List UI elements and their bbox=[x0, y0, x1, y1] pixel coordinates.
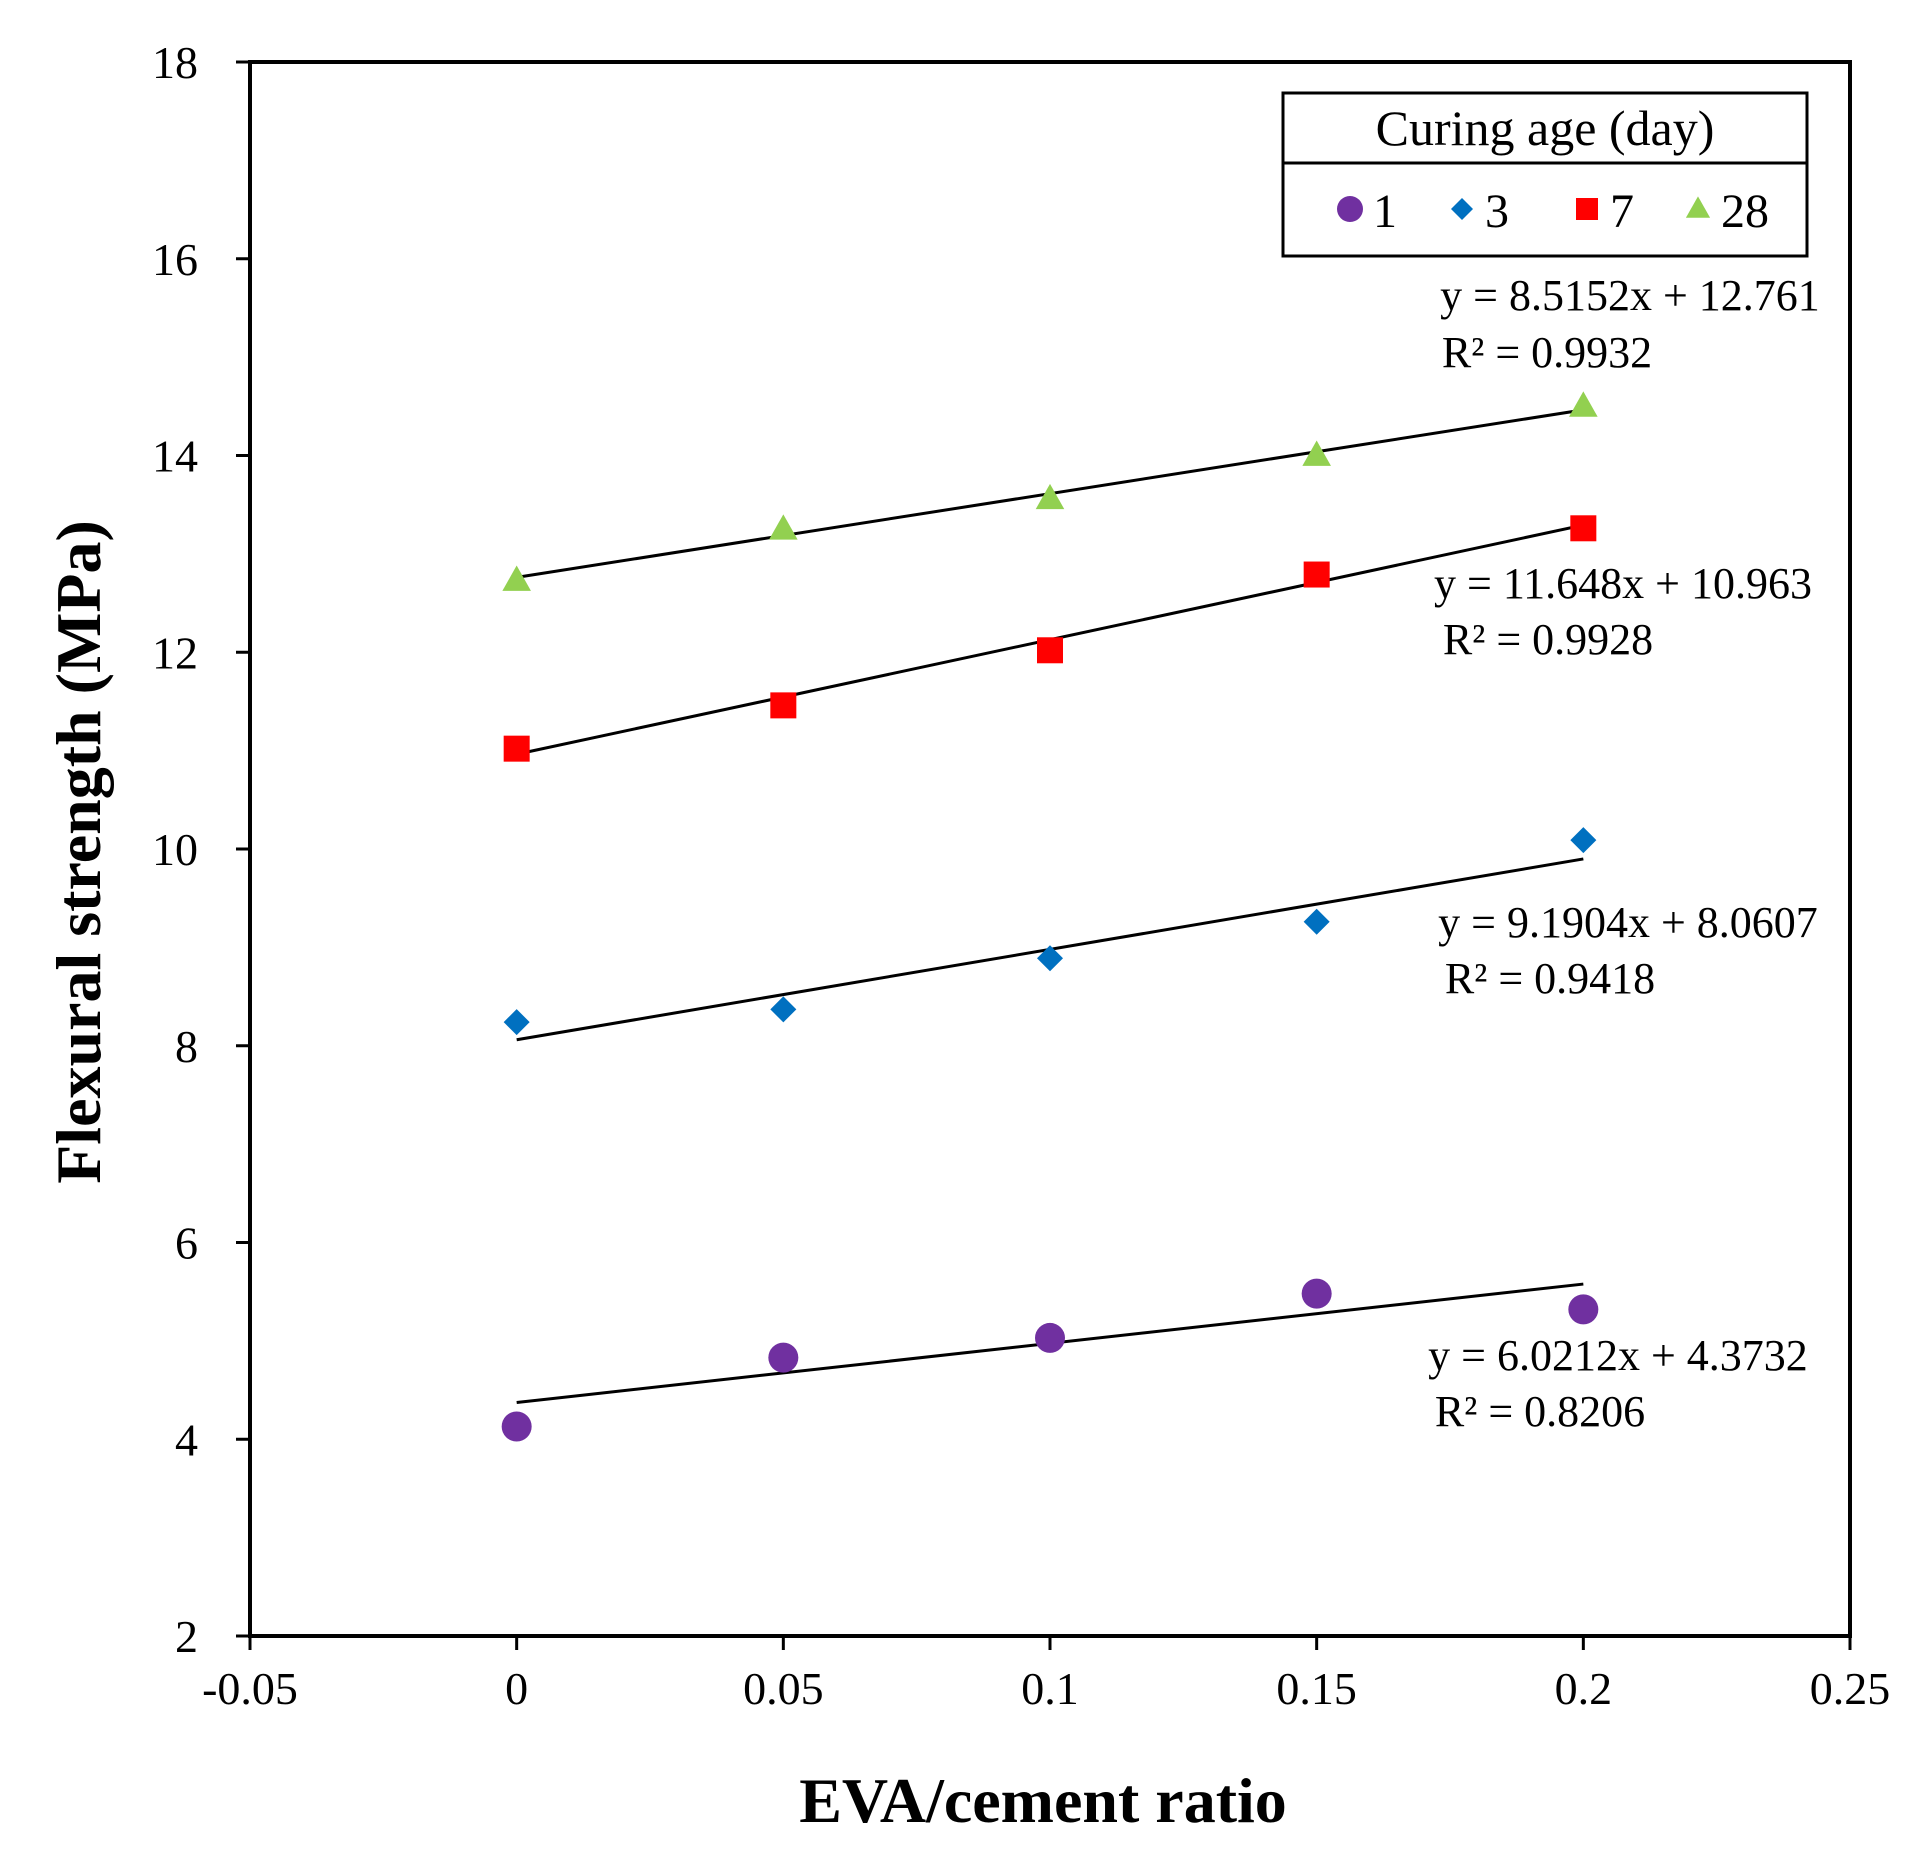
legend-marker-3 bbox=[1451, 198, 1473, 220]
data-point-series-28 bbox=[1035, 483, 1065, 510]
data-point-series-28 bbox=[1302, 440, 1331, 466]
legend-title: Curing age (day) bbox=[1376, 100, 1715, 156]
legend-label-3: 3 bbox=[1485, 185, 1509, 238]
trendline-r2-28: R² = 0.9932 bbox=[1442, 328, 1652, 377]
trendline-r2-7: R² = 0.9928 bbox=[1443, 615, 1653, 664]
data-point-series-3 bbox=[1570, 827, 1597, 854]
legend-items: 1 3 7 28 bbox=[1337, 185, 1769, 238]
y-axis-title: Flexural strength (MPa) bbox=[43, 520, 114, 1184]
trendline-equations: y = 6.0212x + 4.3732 R² = 0.8206 y = 9.190… bbox=[1428, 271, 1820, 1436]
data-point-series-3 bbox=[503, 1009, 530, 1036]
data-point-series-1 bbox=[1035, 1322, 1065, 1353]
y-tick-label: 2 bbox=[175, 1611, 198, 1662]
trendline-r2-3: R² = 0.9418 bbox=[1445, 954, 1655, 1003]
trendline-r2-1: R² = 0.8206 bbox=[1435, 1387, 1645, 1436]
data-point-series-1 bbox=[501, 1411, 532, 1442]
data-point-series-1 bbox=[768, 1342, 799, 1373]
trendlines bbox=[516, 408, 1584, 1405]
trendline-equation-3: y = 9.1904x + 8.0607 bbox=[1438, 898, 1818, 947]
x-tick-label: 0 bbox=[505, 1663, 528, 1714]
y-tick-label: 4 bbox=[175, 1414, 198, 1465]
x-tick-label: 0.05 bbox=[743, 1663, 824, 1714]
data-point-series-28 bbox=[769, 514, 798, 540]
y-tick-label: 10 bbox=[152, 824, 198, 875]
data-point-series-1 bbox=[1568, 1294, 1599, 1325]
legend-marker-7 bbox=[1576, 198, 1598, 220]
axes: -0.05 0 0.05 0.1 0.15 0.2 0.25 2 4 6 8 10 12 14 16 18 bbox=[152, 37, 1890, 1714]
data-point-series-7 bbox=[770, 692, 797, 719]
data-point-series-3 bbox=[1303, 908, 1330, 935]
legend-label-1: 1 bbox=[1373, 185, 1397, 238]
x-tick-label: -0.05 bbox=[202, 1663, 298, 1714]
y-tick-label: 12 bbox=[152, 627, 198, 678]
y-tick-label: 6 bbox=[175, 1218, 198, 1269]
data-point-series-7 bbox=[1570, 515, 1597, 542]
legend-box bbox=[1281, 91, 1809, 258]
y-tick-label: 8 bbox=[175, 1021, 198, 1072]
x-tick-label: 0.1 bbox=[1021, 1663, 1079, 1714]
y-tick-label: 14 bbox=[152, 431, 198, 482]
data-point-series-3 bbox=[1037, 945, 1063, 972]
trendline-equation-28: y = 8.5152x + 12.761 bbox=[1440, 271, 1820, 320]
y-tick-label: 16 bbox=[152, 234, 198, 285]
x-tick-label: 0.25 bbox=[1810, 1663, 1891, 1714]
legend: Curing age (day) 1 3 7 28 bbox=[1281, 91, 1809, 258]
x-axis-title: EVA/cement ratio bbox=[799, 1765, 1287, 1836]
x-tick-label: 0.2 bbox=[1555, 1663, 1613, 1714]
trendline-equation-7: y = 11.648x + 10.963 bbox=[1434, 559, 1812, 608]
legend-label-28: 28 bbox=[1721, 185, 1769, 238]
legend-label-7: 7 bbox=[1610, 185, 1634, 238]
legend-marker-1 bbox=[1337, 196, 1363, 222]
y-tick-label: 18 bbox=[152, 37, 198, 88]
data-point-series-7 bbox=[503, 735, 530, 762]
data-point-series-7 bbox=[1037, 637, 1063, 664]
data-point-series-28 bbox=[1569, 391, 1598, 417]
trendline-equation-1: y = 6.0212x + 4.3732 bbox=[1428, 1331, 1808, 1380]
data-markers bbox=[501, 391, 1599, 1442]
x-tick-label: 0.15 bbox=[1276, 1663, 1357, 1714]
data-point-series-1 bbox=[1301, 1278, 1332, 1309]
data-point-series-3 bbox=[770, 996, 797, 1023]
data-point-series-7 bbox=[1303, 561, 1330, 588]
legend-marker-28 bbox=[1685, 196, 1711, 218]
data-point-series-28 bbox=[502, 565, 531, 591]
